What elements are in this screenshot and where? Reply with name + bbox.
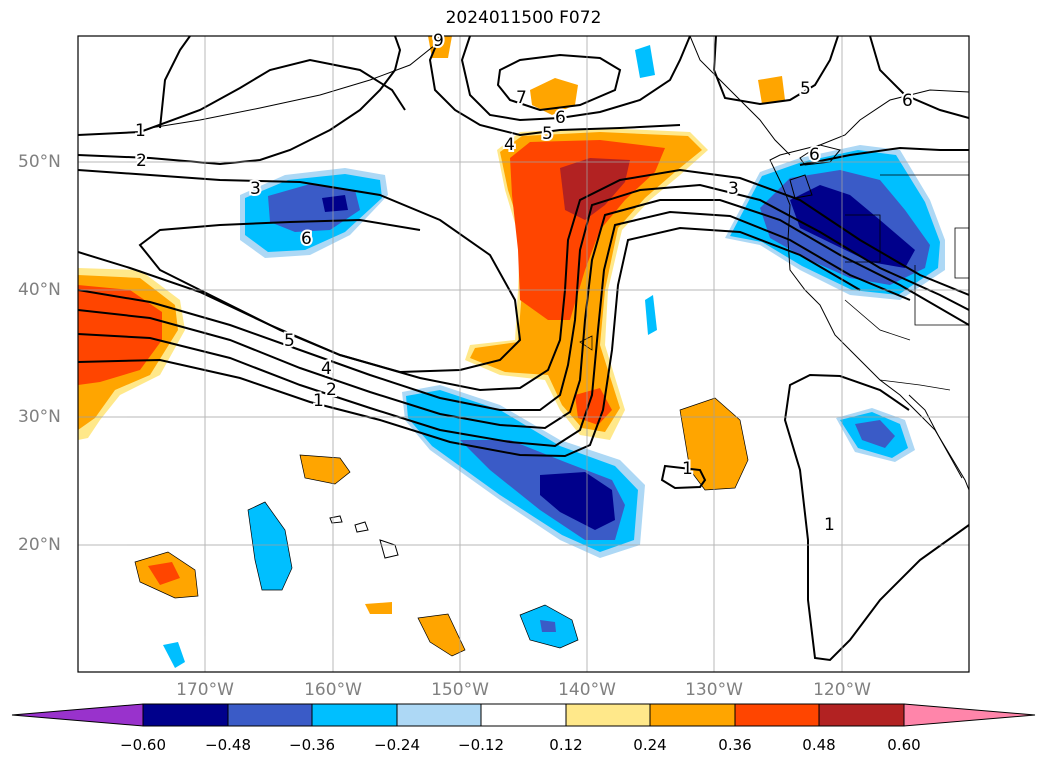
colorbar-tick-label: 0.48 [802,736,836,754]
colorbar-tick-label: −0.36 [289,736,335,754]
negative-anomaly-region [163,642,185,668]
lat-label: 50°N [18,152,61,172]
contour-label: 3 [728,179,739,199]
contour-label: 5 [284,331,295,351]
colorbar-tick-label: 0.36 [718,736,752,754]
contour-lines [78,36,969,662]
contour-label-group: 1 2 3 6 5 4 2 1 7 6 5 4 3 6 5 6 1 1 9 [133,29,915,537]
contour-label: 4 [321,359,332,379]
contour-label: 3 [250,179,261,199]
colorbar-tick-label: −0.12 [458,736,504,754]
colorbar-tick-label: 0.60 [887,736,921,754]
lon-label: 130°W [685,680,743,700]
colorbar-segment [734,703,820,727]
colorbar-segment [649,703,736,727]
contour-label: 6 [902,91,913,111]
contour-label: 6 [555,108,566,128]
political-boundaries [844,174,969,391]
contour-label: 6 [809,145,820,165]
colorbar-segment [565,703,651,727]
contour-label: 5 [800,79,811,99]
contour-label: 2 [136,151,147,171]
contour-label: 1 [135,121,146,141]
lat-label: 40°N [18,280,61,300]
negative-anomaly-region [635,45,655,78]
negative-anomaly-region [645,295,657,335]
colorbar-segment [818,703,905,727]
contour-label: 4 [504,135,515,155]
negative-anomaly-region [540,620,556,632]
positive-anomaly-region [365,602,392,614]
lon-label: 170°W [176,680,234,700]
colorbar-tick-label: −0.24 [374,736,420,754]
map-field [78,36,969,668]
positive-anomaly-region [418,614,465,656]
colorbar-segment [311,703,398,727]
contour-label: 2 [326,380,337,400]
colorbar-tick-label: −0.48 [205,736,251,754]
contour-label: 5 [542,124,553,144]
map-frame [77,35,970,673]
lon-label: 150°W [431,680,489,700]
colorbar [11,703,1036,727]
colorbar-segment [227,703,313,727]
negative-anomaly-region [248,502,292,590]
contour-label: 1 [682,459,693,479]
contour-label: 1 [824,515,835,535]
lon-label: 140°W [558,680,616,700]
colorbar-extend-high [903,703,1036,727]
contour-label: 6 [301,229,312,249]
colorbar-segment [480,703,567,727]
contour-label: 9 [433,31,444,51]
positive-anomaly-region [758,76,785,104]
positive-anomaly-region [560,158,630,220]
lon-label: 120°W [813,680,871,700]
colorbar-extend-low [11,703,144,727]
negative-anomaly-region [322,195,348,212]
contour-label: 7 [516,88,527,108]
colorbar-tick-label: 0.24 [633,736,667,754]
map-title: 2024011500 F072 [445,8,602,28]
colorbar-tick-label: 0.12 [549,736,583,754]
negative-anomaly-region [540,472,615,530]
positive-anomaly-region [300,455,350,484]
lat-label: 20°N [18,535,61,555]
negative-anomaly-region [855,420,895,448]
lat-label: 30°N [18,407,61,427]
colorbar-segment [142,703,229,727]
colorbar-segment [396,703,482,727]
gridlines [78,36,969,672]
anomaly-outlines [134,335,749,657]
contour-label: 1 [313,391,324,411]
positive-anomaly-region [148,562,180,585]
lon-label: 160°W [304,680,362,700]
colorbar-tick-label: −0.60 [120,736,166,754]
negative-anomaly-region [790,185,915,268]
